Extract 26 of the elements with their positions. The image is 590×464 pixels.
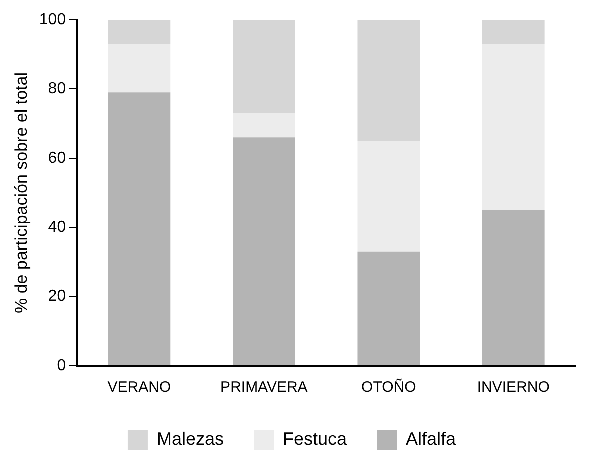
bar bbox=[482, 210, 545, 366]
bar bbox=[482, 44, 545, 210]
bar bbox=[358, 141, 420, 252]
bar bbox=[482, 20, 545, 44]
bar bbox=[233, 113, 296, 138]
bar bbox=[358, 20, 420, 142]
y-tick-label: 20 bbox=[48, 288, 66, 306]
bar bbox=[358, 252, 420, 366]
bar bbox=[108, 44, 171, 93]
legend-label: Festuca bbox=[282, 428, 348, 449]
x-tick-label: PRIMAVERA bbox=[220, 379, 308, 396]
bar bbox=[108, 20, 171, 44]
x-tick-label: VERANO bbox=[108, 379, 172, 396]
x-tick-label: OTOÑO bbox=[362, 378, 416, 396]
y-tick-label: 100 bbox=[39, 11, 66, 28]
y-tick-label: 40 bbox=[48, 219, 66, 236]
y-tick-label: 60 bbox=[48, 150, 66, 167]
legend-label: Malezas bbox=[156, 428, 224, 449]
bar bbox=[233, 20, 296, 114]
bar bbox=[233, 138, 296, 366]
y-tick-label: 0 bbox=[57, 357, 66, 374]
legend-label: Alfalfa bbox=[406, 428, 458, 449]
y-axis-title: % de participación sobre el total bbox=[12, 72, 31, 314]
x-tick-label: INVIERNO bbox=[477, 379, 550, 396]
y-tick-label: 80 bbox=[48, 80, 66, 98]
bar bbox=[108, 92, 171, 366]
